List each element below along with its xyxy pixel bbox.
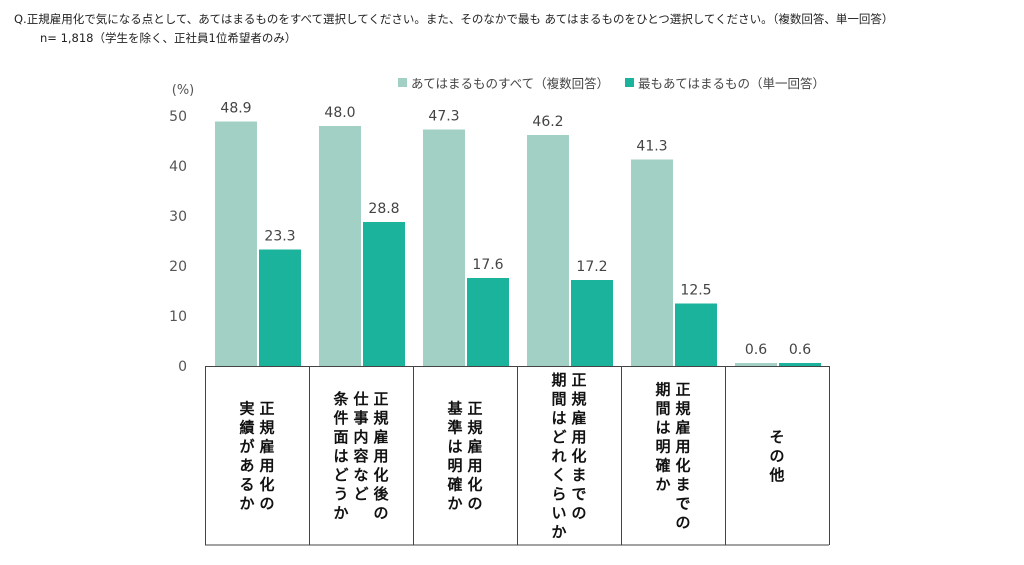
bar-all <box>215 121 257 366</box>
bar-all <box>527 135 569 366</box>
category-label: 期間は明確か <box>654 381 670 494</box>
legend-swatch <box>398 78 407 87</box>
data-label: 48.0 <box>324 105 355 121</box>
y-axis-unit: (%) <box>172 83 195 98</box>
legend-swatch <box>625 78 634 87</box>
bar-most <box>571 280 613 366</box>
data-label: 23.3 <box>264 229 295 245</box>
y-tick-label: 40 <box>169 159 187 175</box>
bar-most <box>779 363 821 366</box>
data-label: 48.9 <box>220 101 251 117</box>
legend-label: 最もあてはまるもの（単一回答） <box>638 76 825 91</box>
bar-most <box>363 222 405 366</box>
category-label: 実績があるか <box>239 400 255 513</box>
data-label: 12.5 <box>680 283 711 299</box>
category-label: 仕事内容など <box>352 390 368 503</box>
bar-most <box>467 278 509 366</box>
bar-all <box>423 129 465 366</box>
data-label: 17.2 <box>576 259 607 275</box>
bar-all <box>735 363 777 366</box>
data-label: 17.6 <box>472 257 503 273</box>
category-label: 期間はどれくらいか <box>551 371 566 541</box>
category-label: 正規雇用化までの <box>675 381 690 532</box>
category-label: 基準は明確か <box>446 400 463 513</box>
legend-label: あてはまるものすべて（複数回答） <box>411 76 609 91</box>
bar-most <box>675 303 717 366</box>
sample-size: n= 1,818（学生を除く、正社員1位希望者のみ） <box>40 31 297 45</box>
category-label: その他 <box>768 428 784 484</box>
y-tick-label: 0 <box>178 359 187 375</box>
category-label: 正規雇用化後の <box>372 390 389 522</box>
category-label: 正規雇用化の <box>467 400 482 513</box>
bar-most <box>259 249 301 366</box>
y-tick-label: 10 <box>169 309 187 325</box>
data-label: 41.3 <box>636 139 667 155</box>
y-tick-label: 50 <box>169 109 187 125</box>
bar-all <box>631 159 673 366</box>
y-tick-label: 20 <box>169 259 187 275</box>
bar-all <box>319 126 361 366</box>
category-label: 正規雇用化までの <box>571 371 586 522</box>
data-label: 0.6 <box>745 342 767 358</box>
data-label: 0.6 <box>789 342 811 358</box>
category-label: 正規雇用化の <box>259 400 274 513</box>
question-text: Q.正規雇用化で気になる点として、あてはまるものをすべて選択してください。また、… <box>14 12 894 26</box>
data-label: 47.3 <box>428 109 459 125</box>
y-tick-label: 30 <box>169 209 187 225</box>
data-label: 28.8 <box>368 201 399 217</box>
data-label: 46.2 <box>532 114 563 130</box>
category-label: 条件面はどうか <box>332 390 349 522</box>
